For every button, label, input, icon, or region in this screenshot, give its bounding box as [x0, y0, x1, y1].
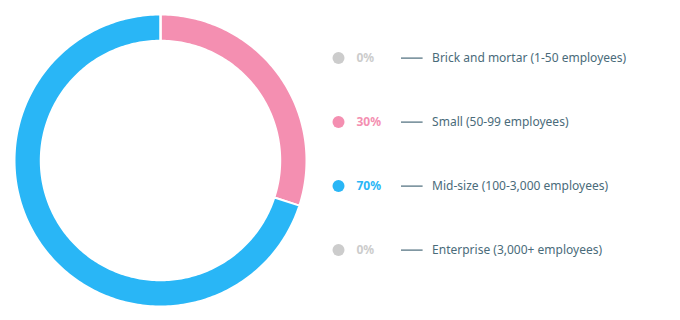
svg-text:Brick and mortar (1-50 employe: Brick and mortar (1-50 employees): [432, 49, 626, 66]
svg-text:70%: 70%: [357, 177, 382, 194]
svg-text:0%: 0%: [357, 49, 375, 66]
svg-text:Small (50-99 employees): Small (50-99 employees): [432, 113, 569, 130]
svg-text:30%: 30%: [357, 113, 382, 130]
svg-text:0%: 0%: [357, 241, 375, 258]
svg-text:Enterprise (3,000+ employees): Enterprise (3,000+ employees): [432, 241, 602, 258]
svg-text:Mid-size (100-3,000 employees): Mid-size (100-3,000 employees): [432, 177, 608, 194]
